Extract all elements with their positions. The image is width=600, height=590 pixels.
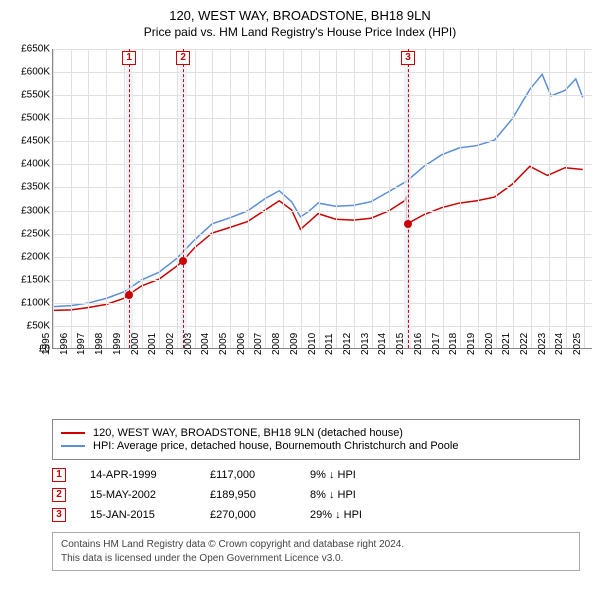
legend-item: HPI: Average price, detached house, Bour… (61, 440, 571, 452)
footer-line: Contains HM Land Registry data © Crown c… (61, 538, 571, 552)
transaction-row: 2 15-MAY-2002£189,9508% ↓ HPI (52, 488, 580, 502)
chart-area: 123 £0£50K£100K£150K£200K£250K£300K£350K… (36, 49, 596, 379)
sale-date-line (129, 49, 130, 348)
y-tick-label: £100K (10, 297, 50, 308)
y-tick-label: £550K (10, 90, 50, 101)
title-block: 120, WEST WAY, BROADSTONE, BH18 9LN Pric… (0, 0, 600, 43)
transaction-table: 1 14-APR-1999£117,0009% ↓ HPI 2 15-MAY-2002… (52, 468, 580, 522)
y-tick-label: £50K (10, 320, 50, 331)
chart-subtitle: Price paid vs. HM Land Registry's House … (0, 25, 600, 39)
y-tick-label: £250K (10, 228, 50, 239)
transaction-row: 1 14-APR-1999£117,0009% ↓ HPI (52, 468, 580, 482)
transaction-number-box: 3 (52, 508, 66, 522)
sale-marker-box: 3 (401, 51, 415, 65)
sale-marker-box: 2 (176, 51, 190, 65)
transaction-number-box: 2 (52, 488, 66, 502)
y-tick-label: £600K (10, 67, 50, 78)
transaction-price: £189,950 (210, 489, 310, 501)
transaction-date: 15-MAY-2002 (90, 489, 210, 501)
plot-area: 1 2 3 (52, 49, 592, 349)
sale-point (179, 257, 187, 265)
footer-line: This data is licensed under the Open Gov… (61, 552, 571, 566)
sale-point (404, 220, 412, 228)
transaction-price: £117,000 (210, 469, 310, 481)
transaction-row: 3 15-JAN-2015£270,00029% ↓ HPI (52, 508, 580, 522)
legend-swatch (61, 432, 85, 434)
y-tick-label: £450K (10, 136, 50, 147)
transaction-price: £270,000 (210, 509, 310, 521)
sale-date-line (408, 49, 409, 348)
transaction-hpi-diff: 29% ↓ HPI (310, 509, 430, 521)
transaction-number-box: 1 (52, 468, 66, 482)
footer-attribution: Contains HM Land Registry data © Crown c… (52, 532, 580, 571)
sale-date-line (183, 49, 184, 348)
transaction-hpi-diff: 9% ↓ HPI (310, 469, 430, 481)
legend: 120, WEST WAY, BROADSTONE, BH18 9LN (det… (52, 419, 580, 460)
chart-container: 120, WEST WAY, BROADSTONE, BH18 9LN Pric… (0, 0, 600, 590)
y-tick-label: £300K (10, 205, 50, 216)
x-tick-label: 2025 (572, 333, 600, 355)
legend-item: 120, WEST WAY, BROADSTONE, BH18 9LN (det… (61, 427, 571, 439)
sale-marker-box: 1 (122, 51, 136, 65)
legend-swatch (61, 445, 85, 447)
sale-point (125, 291, 133, 299)
y-tick-label: £500K (10, 113, 50, 124)
chart-title: 120, WEST WAY, BROADSTONE, BH18 9LN (0, 8, 600, 23)
legend-label: 120, WEST WAY, BROADSTONE, BH18 9LN (det… (93, 427, 403, 439)
y-tick-label: £150K (10, 274, 50, 285)
transaction-date: 14-APR-1999 (90, 469, 210, 481)
legend-label: HPI: Average price, detached house, Bour… (93, 440, 458, 452)
y-tick-label: £650K (10, 44, 50, 55)
y-tick-label: £350K (10, 182, 50, 193)
transaction-date: 15-JAN-2015 (90, 509, 210, 521)
y-tick-label: £400K (10, 159, 50, 170)
transaction-hpi-diff: 8% ↓ HPI (310, 489, 430, 501)
y-tick-label: £200K (10, 251, 50, 262)
